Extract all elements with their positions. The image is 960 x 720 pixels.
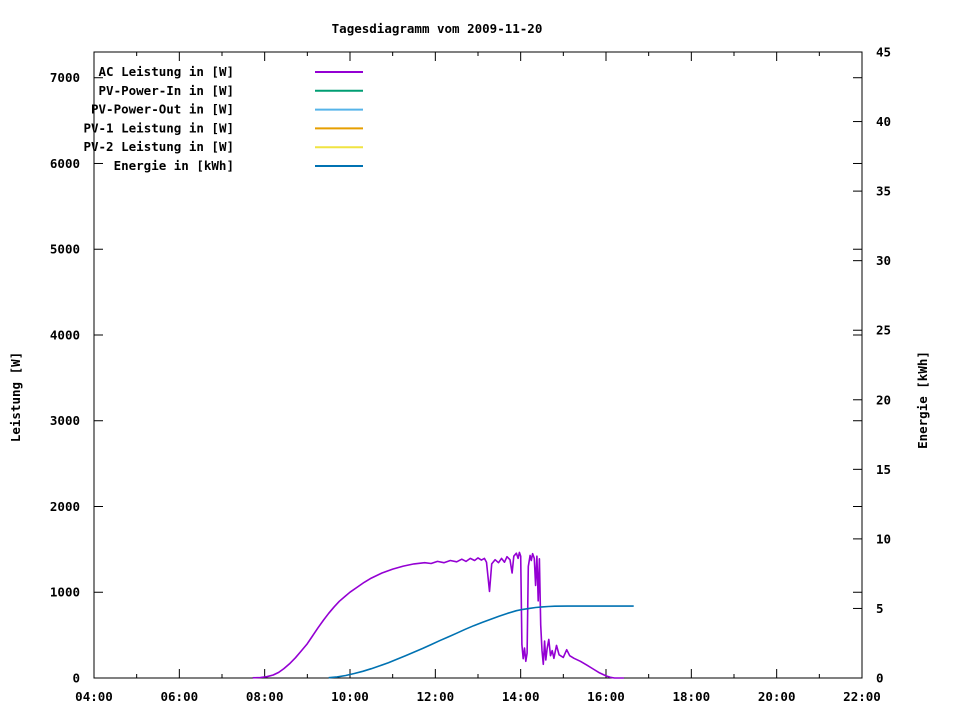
series-line-left [252, 551, 624, 679]
legend: AC Leistung in [W] PV-Power-In in [W] PV-P… [83, 64, 363, 173]
y-right-tick-label: 25 [876, 323, 891, 338]
x-tick-label: 18:00 [673, 689, 711, 704]
y-right-tick-label: 10 [876, 531, 891, 546]
x-tick-label: 16:00 [587, 689, 625, 704]
axis-ticks [93, 51, 863, 679]
y-left-tick-label: 6000 [50, 156, 80, 171]
y-right-tick-label: 0 [876, 671, 884, 686]
y-left-tick-label: 4000 [50, 327, 80, 342]
y-left-axis-title: Leistung [W] [8, 352, 23, 442]
x-tick-label: 20:00 [758, 689, 796, 704]
y-right-tick-label: 35 [876, 184, 891, 199]
y-right-tick-label: 40 [876, 114, 891, 129]
x-tick-label: 22:00 [843, 689, 881, 704]
y-left-tick-label: 1000 [50, 585, 80, 600]
y-right-tick-label: 5 [876, 601, 884, 616]
y-left-tick-label: 7000 [50, 70, 80, 85]
series-line-right [328, 605, 634, 679]
y-left-tick-label: 2000 [50, 499, 80, 514]
y-left-tick-label: 0 [72, 671, 80, 686]
legend-label: AC Leistung in [W] [99, 64, 234, 79]
x-tick-label: 10:00 [331, 689, 369, 704]
legend-label: PV-1 Leistung in [W] [83, 120, 234, 135]
y-right-tick-labels: 0 5 10 15 20 25 30 35 40 45 [876, 45, 891, 686]
chart-title: Tagesdiagramm vom 2009-11-20 [332, 21, 543, 36]
legend-label: Energie in [kWh] [114, 158, 234, 173]
y-right-tick-label: 45 [876, 45, 891, 60]
y-left-tick-label: 5000 [50, 242, 80, 257]
data-series [252, 551, 634, 679]
y-right-tick-label: 30 [876, 253, 891, 268]
y-right-tick-label: 15 [876, 462, 891, 477]
y-left-tick-label: 3000 [50, 413, 80, 428]
x-tick-label: 06:00 [161, 689, 199, 704]
y-left-tick-labels: 0 1000 2000 3000 4000 5000 6000 7000 [50, 70, 80, 685]
legend-label: PV-Power-Out in [W] [91, 102, 234, 117]
legend-label: PV-Power-In in [W] [99, 83, 234, 98]
y-right-tick-label: 20 [876, 392, 891, 407]
x-tick-label: 12:00 [417, 689, 455, 704]
x-tick-label: 08:00 [246, 689, 284, 704]
x-tick-labels: 04:00 06:00 08:00 10:00 12:00 14:00 16:00 18:00… [75, 689, 881, 704]
x-tick-label: 14:00 [502, 689, 540, 704]
y-right-axis-title: Energie [kWh] [915, 351, 930, 449]
legend-label: PV-2 Leistung in [W] [83, 139, 234, 154]
x-tick-label: 04:00 [75, 689, 113, 704]
